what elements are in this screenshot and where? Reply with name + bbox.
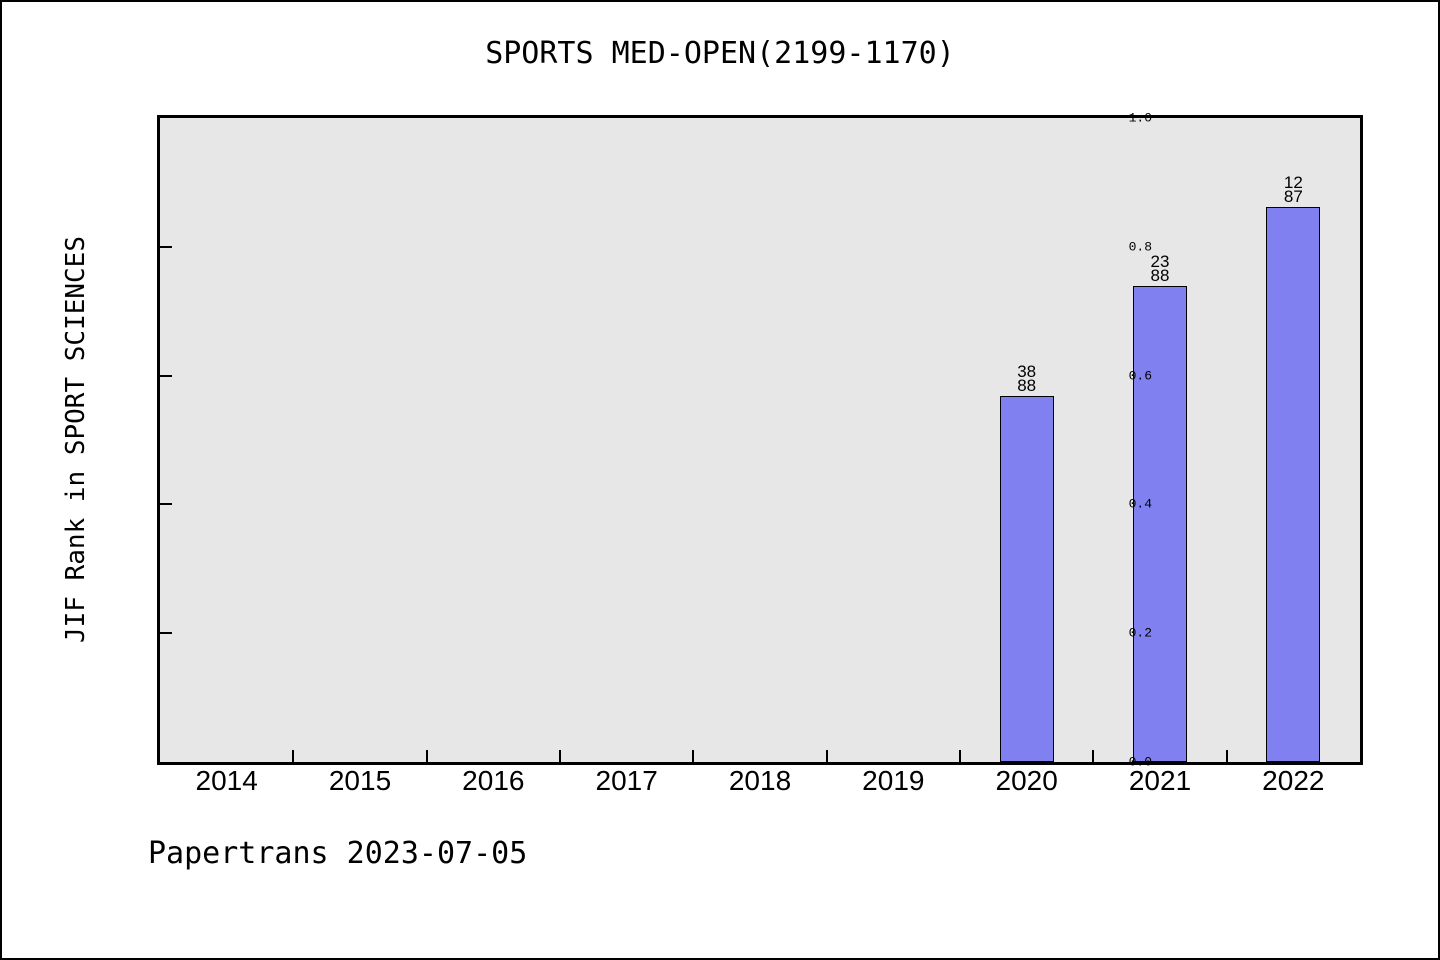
x-category-label: 2022	[1262, 765, 1325, 796]
x-category-label: 2020	[995, 765, 1058, 796]
x-category-label: 2019	[862, 765, 925, 796]
x-tick-mark	[825, 750, 828, 762]
y-tick-label: 1.0	[1128, 110, 1152, 126]
x-category-label: 2016	[462, 765, 525, 796]
y-tick-label: 0.4	[1128, 496, 1152, 512]
x-category-label: 2021	[1128, 765, 1192, 796]
bar	[999, 396, 1054, 762]
plot-area: 38 88 23 88 12 87	[157, 115, 1363, 765]
y-tick-label: 0.0	[1128, 754, 1152, 770]
y-tick-label: 0.2	[1128, 625, 1152, 641]
bar-value-label: 23 88	[1150, 252, 1170, 286]
x-tick-mark	[1225, 750, 1228, 762]
y-tick-mark	[160, 374, 172, 377]
x-tick-mark	[692, 750, 695, 762]
y-tick-label: 0.6	[1128, 368, 1152, 384]
footer-caption: Papertrans 2023-07-05	[148, 836, 528, 871]
x-tick-mark	[959, 750, 961, 762]
bar	[1266, 206, 1321, 762]
x-tick-mark	[292, 750, 295, 762]
y-tick-mark	[160, 245, 172, 248]
bar	[1133, 286, 1187, 762]
x-category-label: 2018	[728, 765, 792, 796]
bar-value-label: 12 87	[1283, 172, 1303, 206]
y-tick-label: 0.8	[1128, 239, 1152, 255]
y-axis-label: JIF Rank in SPORT SCIENCES	[61, 236, 91, 644]
x-category-label: 2014	[195, 765, 258, 796]
x-category-label: 2015	[328, 765, 392, 796]
x-tick-mark	[425, 750, 428, 762]
x-tick-mark	[1092, 750, 1095, 762]
x-category-label: 2017	[595, 765, 658, 796]
y-tick-mark	[160, 503, 172, 506]
x-tick-mark	[559, 750, 561, 762]
chart-title: SPORTS MED-OPEN(2199-1170)	[485, 36, 955, 71]
bar-value-label: 38 88	[1017, 362, 1037, 396]
y-tick-mark	[160, 632, 172, 635]
